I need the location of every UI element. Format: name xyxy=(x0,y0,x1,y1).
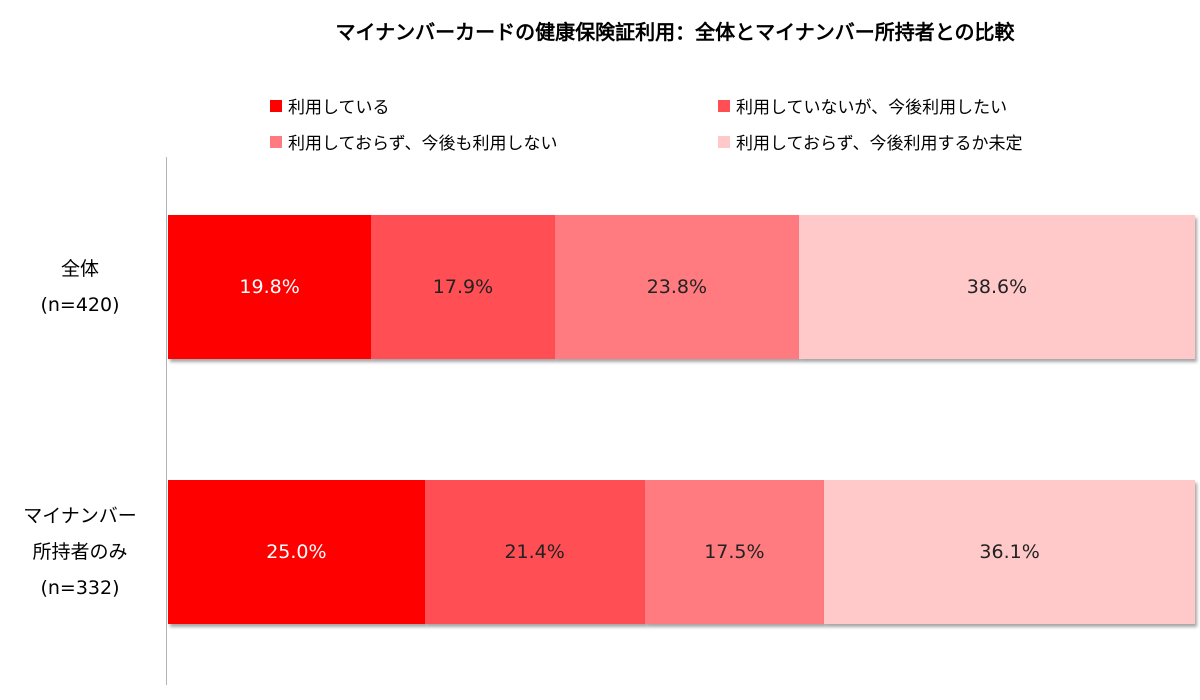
bar-row: 19.8% 17.9% 23.8% 38.6% xyxy=(168,215,1195,359)
legend-item: 利用しておらず、今後利用するか未定 xyxy=(718,129,1022,154)
data-label: 25.0% xyxy=(266,541,327,563)
data-label: 17.5% xyxy=(704,541,765,563)
legend-label: 利用しておらず、今後も利用しない xyxy=(288,134,558,154)
bar-segment: 23.8% xyxy=(554,215,799,359)
legend-label: 利用している xyxy=(288,98,390,118)
legend-swatch xyxy=(718,135,730,148)
legend-item: 利用している xyxy=(270,93,390,118)
category-label-line: (n=332) xyxy=(40,577,120,599)
data-label: 17.9% xyxy=(432,276,494,298)
bar-segment: 38.6% xyxy=(798,215,1195,359)
data-label: 19.8% xyxy=(239,276,300,298)
category-label-line: (n=420) xyxy=(40,294,120,316)
category-label: 全体 (n=420) xyxy=(0,251,160,323)
bar-segment: 17.9% xyxy=(371,215,555,359)
category-axis-line xyxy=(166,157,167,685)
category-label-line: マイナンバー xyxy=(23,505,137,527)
bar-segment: 21.4% xyxy=(424,480,645,624)
category-label-line: 所持者のみ xyxy=(32,541,128,563)
data-label: 21.4% xyxy=(504,541,565,563)
legend-label: 利用しておらず、今後利用するか未定 xyxy=(736,134,1023,154)
category-label-line: 全体 xyxy=(60,258,99,280)
bar-row: 25.0% 21.4% 17.5% 36.1% xyxy=(168,480,1195,624)
legend-swatch xyxy=(718,99,730,112)
category-label: マイナンバー 所持者のみ (n=332) xyxy=(0,498,160,606)
bar-segment: 19.8% xyxy=(168,215,372,359)
bar-segment: 25.0% xyxy=(168,480,425,624)
chart-title: マイナンバーカードの健康保険証利用：全体とマイナンバー所持者との比較 xyxy=(335,20,1015,44)
legend-item: 利用していないが、今後利用したい xyxy=(718,93,1007,118)
legend-swatch xyxy=(270,135,282,148)
data-label: 36.1% xyxy=(979,541,1040,563)
bar-segment: 36.1% xyxy=(824,480,1195,624)
legend-swatch xyxy=(270,99,282,112)
data-label: 23.8% xyxy=(646,276,708,298)
legend-item: 利用しておらず、今後も利用しない xyxy=(270,129,557,154)
data-label: 38.6% xyxy=(966,276,1028,298)
legend-label: 利用していないが、今後利用したい xyxy=(736,98,1008,118)
bar-segment: 17.5% xyxy=(644,480,825,624)
